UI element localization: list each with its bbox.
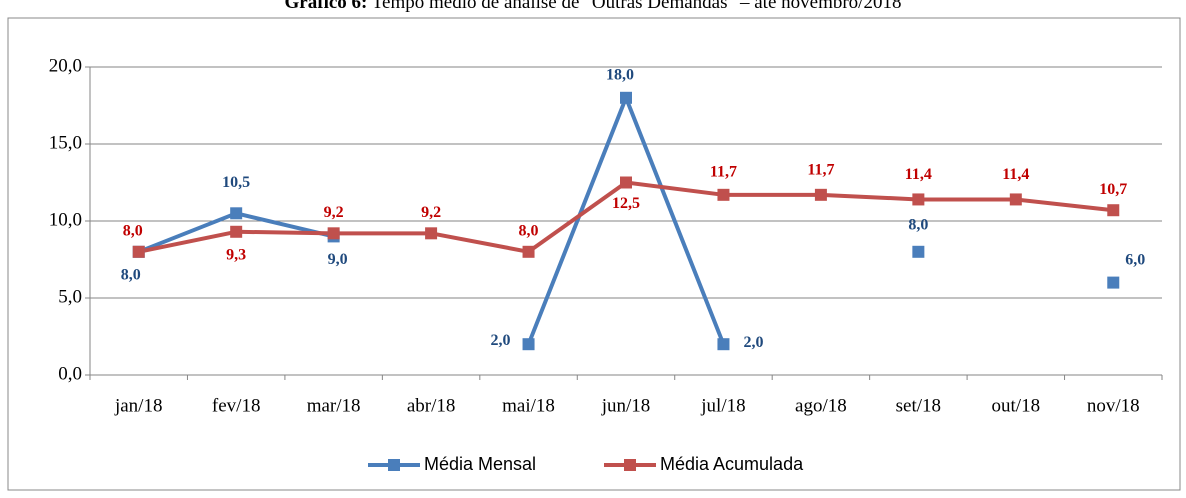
point-marker [814, 188, 827, 201]
value-label: 11,7 [710, 163, 737, 180]
x-tick-label: mai/18 [502, 395, 555, 416]
value-label: 11,4 [905, 166, 932, 183]
title-text: Tempo médio de análise de "Outras Demand… [372, 0, 902, 13]
value-label: 8,0 [519, 222, 539, 239]
value-label: 9,2 [324, 204, 344, 221]
point-marker [717, 338, 730, 351]
legend-label: Média Mensal [424, 454, 536, 474]
point-marker [425, 227, 438, 240]
value-label: 2,0 [491, 332, 511, 349]
legend-marker [388, 459, 400, 471]
y-tick-label: 10,0 [49, 209, 82, 230]
value-label: 9,3 [226, 246, 246, 263]
value-label: 2,0 [743, 334, 763, 351]
legend-label: Média Acumulada [660, 454, 804, 474]
point-marker [1009, 193, 1022, 206]
value-label: 8,0 [123, 222, 143, 239]
value-label: 6,0 [1125, 251, 1145, 268]
x-tick-label: out/18 [992, 395, 1041, 416]
x-tick-label: jan/18 [114, 395, 163, 416]
point-marker [620, 176, 632, 189]
value-label: 12,5 [612, 195, 640, 212]
title-label: Gráfico 6: [285, 0, 368, 13]
point-marker [230, 207, 243, 220]
value-label: 18,0 [606, 66, 634, 83]
x-tick-label: mar/18 [307, 395, 361, 416]
y-tick-label: 15,0 [49, 132, 82, 153]
x-tick-label: jul/18 [700, 395, 745, 416]
x-tick-label: nov/18 [1087, 395, 1140, 416]
value-label: 11,4 [1002, 166, 1029, 183]
x-tick-label: fev/18 [212, 395, 261, 416]
point-marker [717, 188, 730, 201]
x-tick-label: abr/18 [407, 395, 456, 416]
value-label: 8,0 [121, 266, 141, 283]
point-marker [1107, 276, 1120, 289]
point-marker [620, 91, 632, 104]
point-marker [230, 225, 243, 238]
value-label: 9,2 [421, 204, 441, 221]
x-tick-label: set/18 [896, 395, 941, 416]
chart-frame [7, 17, 1181, 491]
point-marker [912, 193, 925, 206]
point-marker [132, 245, 145, 258]
chart-title: Gráfico 6: Tempo médio de análise de "Ou… [285, 0, 902, 13]
x-tick-label: jun/18 [601, 395, 651, 416]
value-label: 8,0 [908, 216, 928, 233]
x-tick-label: ago/18 [795, 395, 847, 416]
value-label: 9,0 [328, 251, 348, 268]
y-tick-label: 20,0 [49, 55, 82, 76]
point-marker [522, 245, 535, 258]
point-marker [1107, 204, 1120, 217]
value-label: 10,7 [1099, 181, 1127, 198]
point-marker [327, 227, 340, 240]
point-marker [912, 245, 925, 258]
y-tick-label: 0,0 [58, 363, 82, 384]
y-tick-label: 5,0 [58, 286, 82, 307]
point-marker [522, 338, 535, 351]
value-label: 11,7 [807, 161, 834, 178]
value-label: 10,5 [222, 174, 250, 191]
legend-marker [624, 459, 636, 471]
